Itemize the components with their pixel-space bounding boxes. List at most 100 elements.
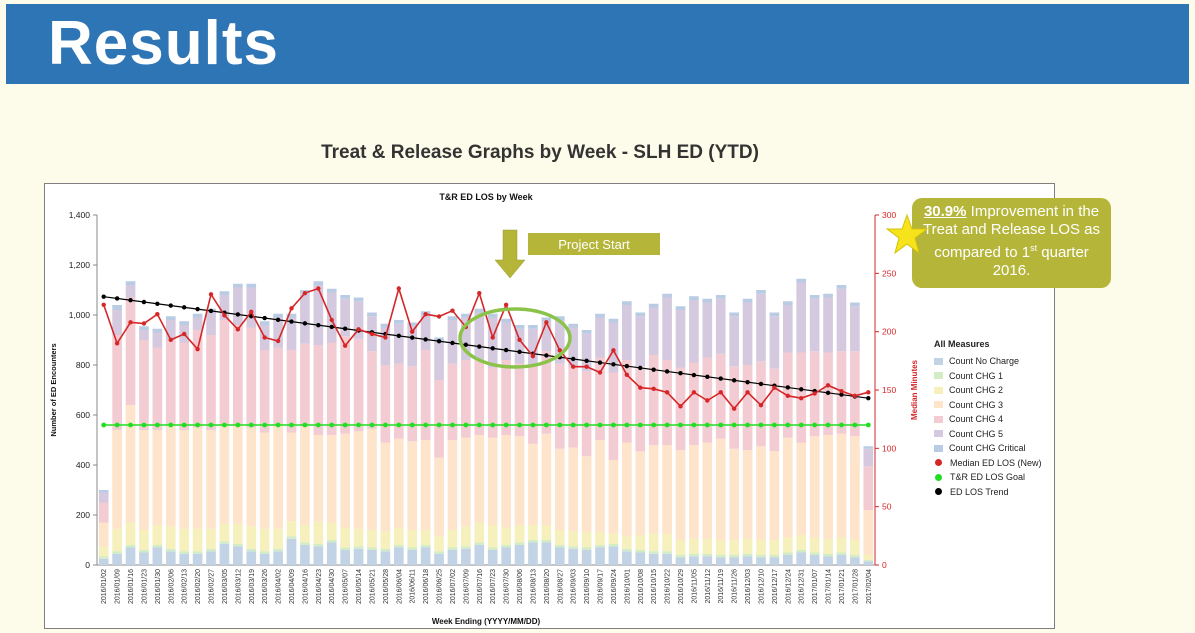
bar-segment: [487, 550, 498, 565]
bar-segment: [152, 525, 163, 545]
bar-segment: [836, 537, 847, 553]
y-tick-label: 200: [76, 510, 90, 520]
bar-segment: [447, 316, 458, 320]
legend-item: Count CHG 5: [934, 427, 1054, 442]
slide-title: Results: [48, 9, 279, 78]
bar-segment: [152, 332, 163, 348]
median-point: [570, 364, 576, 369]
x-axis-label: Week Ending (YYYY/MM/DD): [432, 617, 541, 626]
bar-segment: [595, 317, 605, 358]
bar-segment: [850, 540, 860, 555]
bar-segment: [836, 288, 847, 352]
median-point: [584, 364, 589, 369]
legend-swatch: [934, 386, 943, 394]
trend-point: [758, 381, 764, 387]
bar-segment: [863, 466, 874, 510]
x-tick-label: 2016/11/19: [718, 569, 725, 604]
bar-segment: [595, 532, 605, 545]
bar-segment: [836, 433, 847, 538]
goal-point: [114, 422, 120, 428]
trend-point: [544, 353, 549, 358]
bar-segment: [152, 328, 163, 333]
stacked-bar-chart: T&R ED LOS by Week 0 200 400 600 800 1,000 1,20…: [49, 192, 919, 626]
trend-point: [141, 299, 147, 305]
trend-point: [114, 296, 120, 301]
trend-point: [678, 371, 683, 376]
bar-segment: [595, 440, 605, 533]
bar-segment: [206, 528, 216, 549]
bar-segment: [246, 551, 257, 565]
bar-segment: [689, 553, 699, 557]
bar-segment: [487, 437, 498, 525]
bar-segment: [568, 531, 579, 547]
bar-segment: [823, 538, 833, 554]
bar-segment: [742, 556, 753, 565]
bar-segment: [340, 295, 350, 299]
bar-segment: [850, 302, 860, 307]
bar-segment: [648, 533, 659, 552]
median-point: [208, 292, 214, 297]
bar-segment: [393, 438, 404, 528]
median-point: [195, 346, 200, 352]
y2-tick-label: 50: [882, 502, 892, 512]
goal-point: [248, 422, 254, 428]
x-tick-label: 2017/01/21: [839, 569, 846, 604]
legend-item: ED LOS Trend: [934, 485, 1054, 500]
bar-segment: [139, 330, 149, 340]
bar-segment: [809, 555, 820, 565]
legend-swatch: [934, 415, 943, 423]
bar-segment: [434, 536, 444, 552]
bar-segment: [447, 440, 458, 530]
bar-segment: [662, 553, 672, 565]
bar-segment: [233, 546, 243, 565]
bar-segment: [554, 320, 565, 364]
bar-segment: [568, 447, 579, 532]
bar-segment: [782, 305, 793, 353]
bar-segment: [300, 293, 310, 344]
callout-text: Improvement in the Treat and Release LOS…: [922, 203, 1101, 261]
bar-segment: [541, 433, 552, 525]
bar-segment: [139, 326, 149, 330]
bar-segment: [648, 307, 659, 355]
goal-point: [825, 422, 831, 428]
median-point: [678, 404, 683, 409]
median-line: [102, 285, 869, 410]
trend-point: [302, 321, 308, 326]
bar-segment: [501, 435, 511, 528]
bar-segment: [367, 312, 377, 317]
trend-point: [208, 308, 214, 314]
bar-segment: [528, 540, 538, 543]
bar-segment: [756, 555, 766, 558]
bar-segment: [487, 547, 498, 550]
bar-segment: [622, 360, 632, 443]
bar-segment: [125, 522, 136, 545]
bar-segment: [836, 552, 847, 555]
trend-point: [275, 317, 281, 323]
bar-segment: [326, 435, 337, 523]
bar-segment: [581, 532, 592, 548]
bar-segment: [273, 313, 283, 318]
x-tick-label: 2016/03/12: [235, 569, 242, 604]
bar-segment: [125, 405, 136, 523]
trend-point: [195, 306, 200, 312]
y-tick-label: 600: [76, 410, 90, 420]
bar-segment: [675, 557, 686, 565]
bar-segment: [165, 340, 176, 425]
x-tick-label: 2016/04/23: [316, 569, 323, 604]
bar-segment: [313, 281, 324, 285]
goal-point: [128, 422, 133, 428]
median-point: [369, 331, 375, 337]
y2-tick-label: 100: [882, 443, 896, 453]
bar-segment: [541, 525, 552, 540]
bar-segment: [152, 430, 163, 525]
bar-segment: [715, 298, 726, 354]
trend-point: [839, 392, 844, 397]
median-point: [825, 383, 831, 388]
bar-segment: [514, 328, 525, 364]
bar-segment: [715, 295, 726, 299]
x-tick-label: 2016/09/10: [584, 569, 591, 604]
bar-segment: [125, 547, 136, 565]
trend-point: [691, 372, 697, 378]
bar-segment: [286, 350, 297, 433]
median-point: [866, 390, 871, 395]
